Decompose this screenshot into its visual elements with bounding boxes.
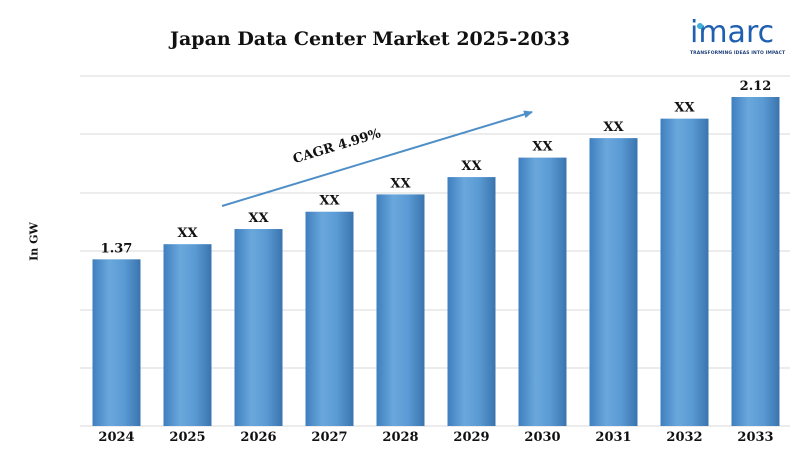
data-label: XX <box>319 194 340 209</box>
cagr-arrow <box>221 110 533 207</box>
x-tick-label: 2027 <box>311 430 347 445</box>
logo-wordmark: imarc <box>690 15 775 50</box>
bar <box>92 259 141 426</box>
data-label: XX <box>461 159 482 174</box>
x-tick-label: 2033 <box>737 430 773 445</box>
bar <box>163 244 212 426</box>
bar <box>731 97 780 426</box>
x-tick-label: 2024 <box>98 430 134 445</box>
bars <box>92 97 780 426</box>
logo-dots-icon <box>697 23 703 29</box>
bar <box>447 177 496 426</box>
bar <box>518 157 567 426</box>
x-tick-label: 2032 <box>666 430 702 445</box>
x-tick-labels: 2024 2025 2026 2027 2028 2029 2030 2031 2032 2033 <box>98 430 773 445</box>
data-label: XX <box>390 176 411 191</box>
x-tick-label: 2029 <box>453 430 489 445</box>
imarc-logo: imarc TRANSFORMING IDEAS INTO IMPACT <box>690 18 790 66</box>
chart-title: Japan Data Center Market 2025-2033 <box>170 28 570 50</box>
x-tick-label: 2028 <box>382 430 418 445</box>
data-label: 2.12 <box>740 79 772 94</box>
x-tick-label: 2026 <box>240 430 276 445</box>
logo-tagline: TRANSFORMING IDEAS INTO IMPACT <box>690 51 786 56</box>
data-label: XX <box>674 101 695 116</box>
bar <box>305 211 354 426</box>
data-label: XX <box>532 140 553 155</box>
bar <box>376 194 425 426</box>
data-label: XX <box>248 211 269 226</box>
data-label: 1.37 <box>101 241 133 256</box>
x-tick-label: 2025 <box>169 430 205 445</box>
bar <box>234 229 283 426</box>
data-label: XX <box>603 120 624 135</box>
x-tick-label: 2031 <box>595 430 631 445</box>
x-tick-label: 2030 <box>524 430 560 445</box>
bar <box>589 138 638 426</box>
data-labels: 1.37 XX XX XX XX XX XX XX XX 2.12 <box>101 79 772 256</box>
bar <box>660 118 709 426</box>
data-label: XX <box>177 226 198 241</box>
